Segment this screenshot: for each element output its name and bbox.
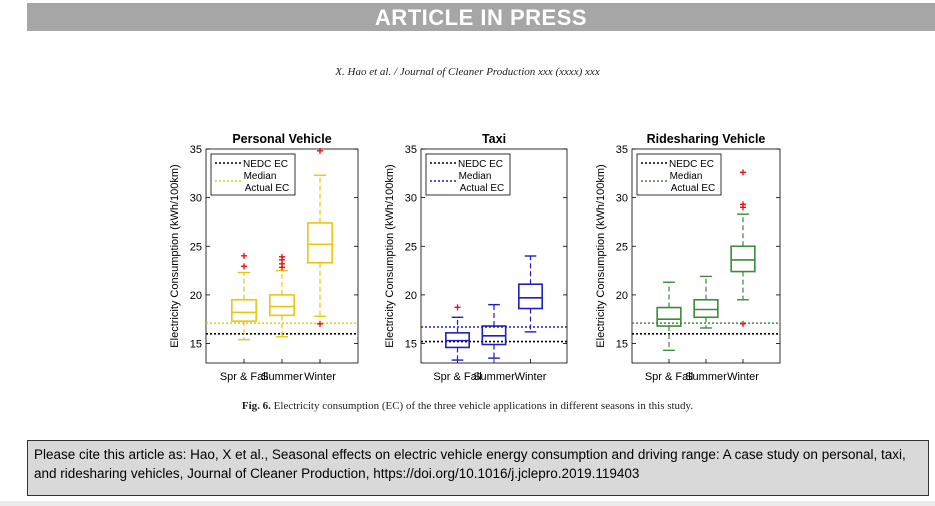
y-axis-label: Electricity Consumption (kWh/100km) bbox=[595, 164, 607, 347]
y-axis-label: Electricity Consumption (kWh/100km) bbox=[384, 164, 396, 347]
legend-label-actual: Actual EC bbox=[245, 183, 289, 194]
figure-boxplots: Personal Vehicle 15 20 25 30 35 Electricity Co… bbox=[169, 132, 781, 383]
figure-caption: Fig. 6. Electricity consumption (EC) of … bbox=[0, 400, 935, 412]
banner-text: ARTICLE IN PRESS bbox=[374, 5, 588, 30]
journal-running-header: X. Hao et al. / Journal of Cleaner Produ… bbox=[335, 66, 600, 78]
page-bottom-strip bbox=[0, 501, 935, 506]
y-tick-label: 15 bbox=[405, 339, 417, 351]
outlier-marker: + bbox=[316, 317, 323, 331]
outlier-marker: + bbox=[739, 165, 746, 179]
y-tick-label: 25 bbox=[190, 241, 202, 253]
outlier-marker: + bbox=[739, 200, 746, 214]
box bbox=[269, 294, 295, 317]
outlier-marker: + bbox=[739, 197, 746, 211]
chart-title: Ridesharing Vehicle bbox=[647, 132, 766, 146]
legend-label-median: Median bbox=[459, 171, 492, 182]
caption-text: Electricity consumption (EC) of the thre… bbox=[273, 400, 694, 412]
x-tick-label: Spr & Fall bbox=[433, 371, 481, 383]
legend-label-actual: Actual EC bbox=[460, 183, 504, 194]
legend-label-nedc: NEDC EC bbox=[458, 159, 503, 170]
outlier-marker: + bbox=[739, 317, 746, 331]
legend-box bbox=[636, 153, 722, 196]
x-tick-label: Winter bbox=[304, 371, 336, 383]
box bbox=[518, 283, 543, 310]
x-tick-label: Winter bbox=[515, 371, 547, 383]
article-in-press-banner: ARTICLE IN PRESS bbox=[27, 3, 935, 31]
outlier-marker: + bbox=[240, 249, 247, 263]
y-tick-label: 15 bbox=[616, 339, 628, 351]
citation-text: Please cite this article as: Hao, X et a… bbox=[34, 447, 906, 481]
legend-box bbox=[425, 153, 511, 196]
outlier-marker: + bbox=[240, 260, 247, 274]
outlier-marker: + bbox=[278, 250, 285, 264]
x-tick-label: Summer bbox=[473, 371, 515, 383]
box bbox=[693, 298, 719, 319]
legend-label-nedc: NEDC EC bbox=[669, 159, 714, 170]
y-tick-label: 20 bbox=[405, 290, 417, 302]
outlier-marker: + bbox=[278, 261, 285, 275]
x-tick-label: Summer bbox=[685, 371, 727, 383]
y-tick-label: 35 bbox=[405, 144, 417, 156]
y-tick-label: 25 bbox=[616, 241, 628, 253]
citation-box: Please cite this article as: Hao, X et a… bbox=[27, 440, 929, 496]
x-tick-label: Spr & Fall bbox=[220, 371, 268, 383]
y-tick-label: 15 bbox=[190, 339, 202, 351]
x-tick-label: Spr & Fall bbox=[645, 371, 693, 383]
y-tick-label: 35 bbox=[616, 144, 628, 156]
caption-label: Fig. 6. bbox=[241, 400, 271, 412]
box bbox=[231, 298, 257, 322]
box bbox=[730, 245, 756, 273]
legend-box bbox=[210, 153, 296, 196]
y-tick-label: 30 bbox=[616, 193, 628, 205]
x-tick-label: Summer bbox=[261, 371, 303, 383]
chart-title: Personal Vehicle bbox=[232, 132, 331, 146]
y-tick-label: 35 bbox=[190, 144, 202, 156]
box bbox=[307, 222, 333, 264]
y-tick-label: 20 bbox=[616, 290, 628, 302]
chart-title: Taxi bbox=[482, 132, 506, 146]
outlier-marker: + bbox=[454, 301, 461, 315]
y-tick-label: 30 bbox=[190, 193, 202, 205]
y-tick-label: 30 bbox=[405, 193, 417, 205]
legend-label-median: Median bbox=[244, 171, 277, 182]
legend-label-nedc: NEDC EC bbox=[243, 159, 288, 170]
outlier-marker: + bbox=[278, 257, 285, 271]
y-tick-label: 25 bbox=[405, 241, 417, 253]
outlier-marker: + bbox=[278, 253, 285, 267]
legend-label-actual: Actual EC bbox=[671, 183, 715, 194]
y-axis-label: Electricity Consumption (kWh/100km) bbox=[169, 164, 181, 347]
outlier-marker: + bbox=[316, 144, 323, 158]
y-tick-label: 20 bbox=[190, 290, 202, 302]
x-tick-label: Winter bbox=[727, 371, 759, 383]
box bbox=[656, 306, 682, 327]
legend-label-median: Median bbox=[670, 171, 703, 182]
